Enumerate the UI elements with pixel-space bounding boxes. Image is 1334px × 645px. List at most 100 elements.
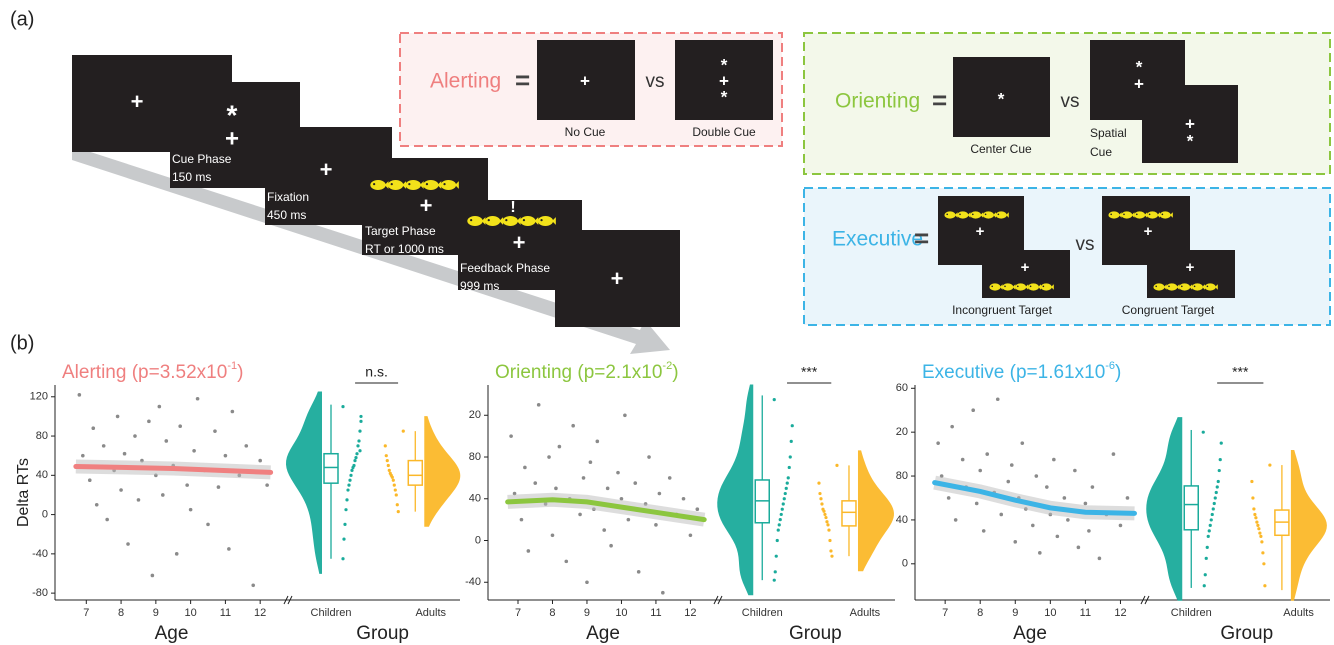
stimulus-symbol: + bbox=[611, 266, 624, 291]
data-point bbox=[77, 393, 82, 397]
jitter-point bbox=[1252, 507, 1256, 511]
axis-break bbox=[1140, 595, 1150, 605]
fish bbox=[970, 211, 982, 219]
jitter-point bbox=[359, 414, 363, 419]
x-axis-label: Group bbox=[356, 623, 409, 644]
equals-sign: = bbox=[515, 65, 530, 95]
jitter-point bbox=[785, 481, 789, 485]
jitter-point bbox=[358, 449, 362, 453]
data-point bbox=[557, 444, 562, 449]
fish-eye bbox=[487, 219, 490, 222]
data-point bbox=[174, 552, 179, 556]
significance-label: n.s. bbox=[365, 364, 388, 380]
data-point bbox=[115, 414, 120, 419]
data-point bbox=[244, 444, 249, 448]
fish-eye bbox=[1004, 285, 1006, 288]
fish bbox=[405, 180, 421, 190]
fit-line bbox=[505, 497, 707, 523]
jitter-point bbox=[827, 528, 831, 532]
chart-title: Executive (p=1.61x10-6) bbox=[922, 360, 1121, 383]
jitter-point bbox=[391, 478, 395, 482]
data-point bbox=[946, 496, 951, 500]
fish bbox=[1121, 211, 1133, 219]
data-point bbox=[1118, 523, 1123, 528]
jitter-point bbox=[819, 497, 823, 501]
fish bbox=[1159, 211, 1171, 219]
x-tick-label: 7 bbox=[83, 607, 89, 619]
x-tick-label: Adults bbox=[850, 607, 881, 619]
data-point bbox=[251, 583, 256, 588]
fish bbox=[1166, 283, 1178, 291]
jitter-point bbox=[772, 578, 776, 582]
fish-eye bbox=[443, 183, 446, 186]
title-exponent: -2 bbox=[662, 360, 672, 372]
screen-frame bbox=[1142, 85, 1238, 163]
jitter-point bbox=[779, 512, 783, 517]
y-tick-label: 60 bbox=[896, 382, 908, 394]
condition-caption: Congruent Target bbox=[1122, 303, 1215, 317]
jitter-point bbox=[1217, 468, 1221, 473]
stimulus-symbol: + bbox=[1021, 259, 1030, 276]
phase-caption: Fixation bbox=[267, 190, 309, 204]
x-axis-label: Age bbox=[586, 623, 620, 644]
x-tick-label: 12 bbox=[254, 607, 266, 619]
condition-caption: Double Cue bbox=[692, 125, 756, 139]
stimulus-symbol: * bbox=[721, 87, 728, 106]
data-point bbox=[227, 547, 231, 551]
jitter-point bbox=[392, 483, 396, 487]
data-point bbox=[654, 523, 658, 527]
data-point bbox=[999, 512, 1004, 517]
fish-tail bbox=[455, 181, 459, 189]
violin bbox=[717, 384, 754, 596]
data-point bbox=[185, 483, 189, 487]
stimulus-symbol: + bbox=[1144, 223, 1153, 240]
x-axis-label: Age bbox=[155, 623, 189, 644]
x-tick-label: Adults bbox=[1283, 607, 1314, 619]
fish-eye bbox=[505, 219, 508, 222]
fish bbox=[1027, 283, 1039, 291]
x-tick-label: 7 bbox=[942, 607, 948, 619]
data-point bbox=[623, 413, 627, 418]
jitter-point bbox=[781, 502, 785, 506]
fish bbox=[995, 211, 1007, 219]
chart-title: Alerting (p=3.52x10-1) bbox=[62, 360, 243, 383]
jitter-point bbox=[387, 468, 391, 473]
jitter-point bbox=[782, 497, 786, 501]
data-point bbox=[105, 517, 109, 522]
jitter-point bbox=[359, 419, 363, 423]
fish-tail bbox=[1189, 284, 1193, 290]
violin bbox=[1290, 450, 1327, 601]
jitter-point bbox=[776, 528, 780, 532]
jitter-point bbox=[357, 439, 361, 443]
fish-eye bbox=[540, 219, 543, 222]
jitter-point bbox=[1213, 496, 1217, 500]
data-point bbox=[164, 439, 169, 443]
jitter-point bbox=[783, 491, 787, 496]
x-tick-label: 8 bbox=[977, 607, 983, 619]
fish bbox=[944, 211, 956, 219]
data-point bbox=[554, 486, 558, 491]
stimulus-symbol: + bbox=[420, 193, 433, 218]
jitter-point bbox=[774, 554, 778, 558]
jitter-point bbox=[1219, 441, 1223, 445]
jitter-point bbox=[830, 554, 834, 558]
fish-eye bbox=[1168, 285, 1170, 288]
data-point bbox=[206, 522, 210, 527]
data-point bbox=[619, 496, 624, 501]
data-point bbox=[87, 478, 92, 483]
x-tick-label: 9 bbox=[1012, 607, 1018, 619]
versus: vs bbox=[646, 71, 665, 92]
jitter-point bbox=[1260, 540, 1264, 544]
jitter-point bbox=[349, 473, 353, 477]
data-point bbox=[192, 448, 196, 453]
fish-eye bbox=[946, 213, 948, 216]
jitter-point bbox=[385, 458, 389, 463]
data-point bbox=[119, 488, 123, 492]
jitter-point bbox=[825, 520, 829, 524]
stimulus-symbol: + bbox=[131, 89, 144, 114]
y-tick-label: -40 bbox=[32, 548, 48, 560]
data-point bbox=[950, 424, 954, 429]
data-point bbox=[550, 533, 555, 538]
fish-tail bbox=[1215, 284, 1218, 290]
x-tick-label: 10 bbox=[615, 607, 627, 619]
